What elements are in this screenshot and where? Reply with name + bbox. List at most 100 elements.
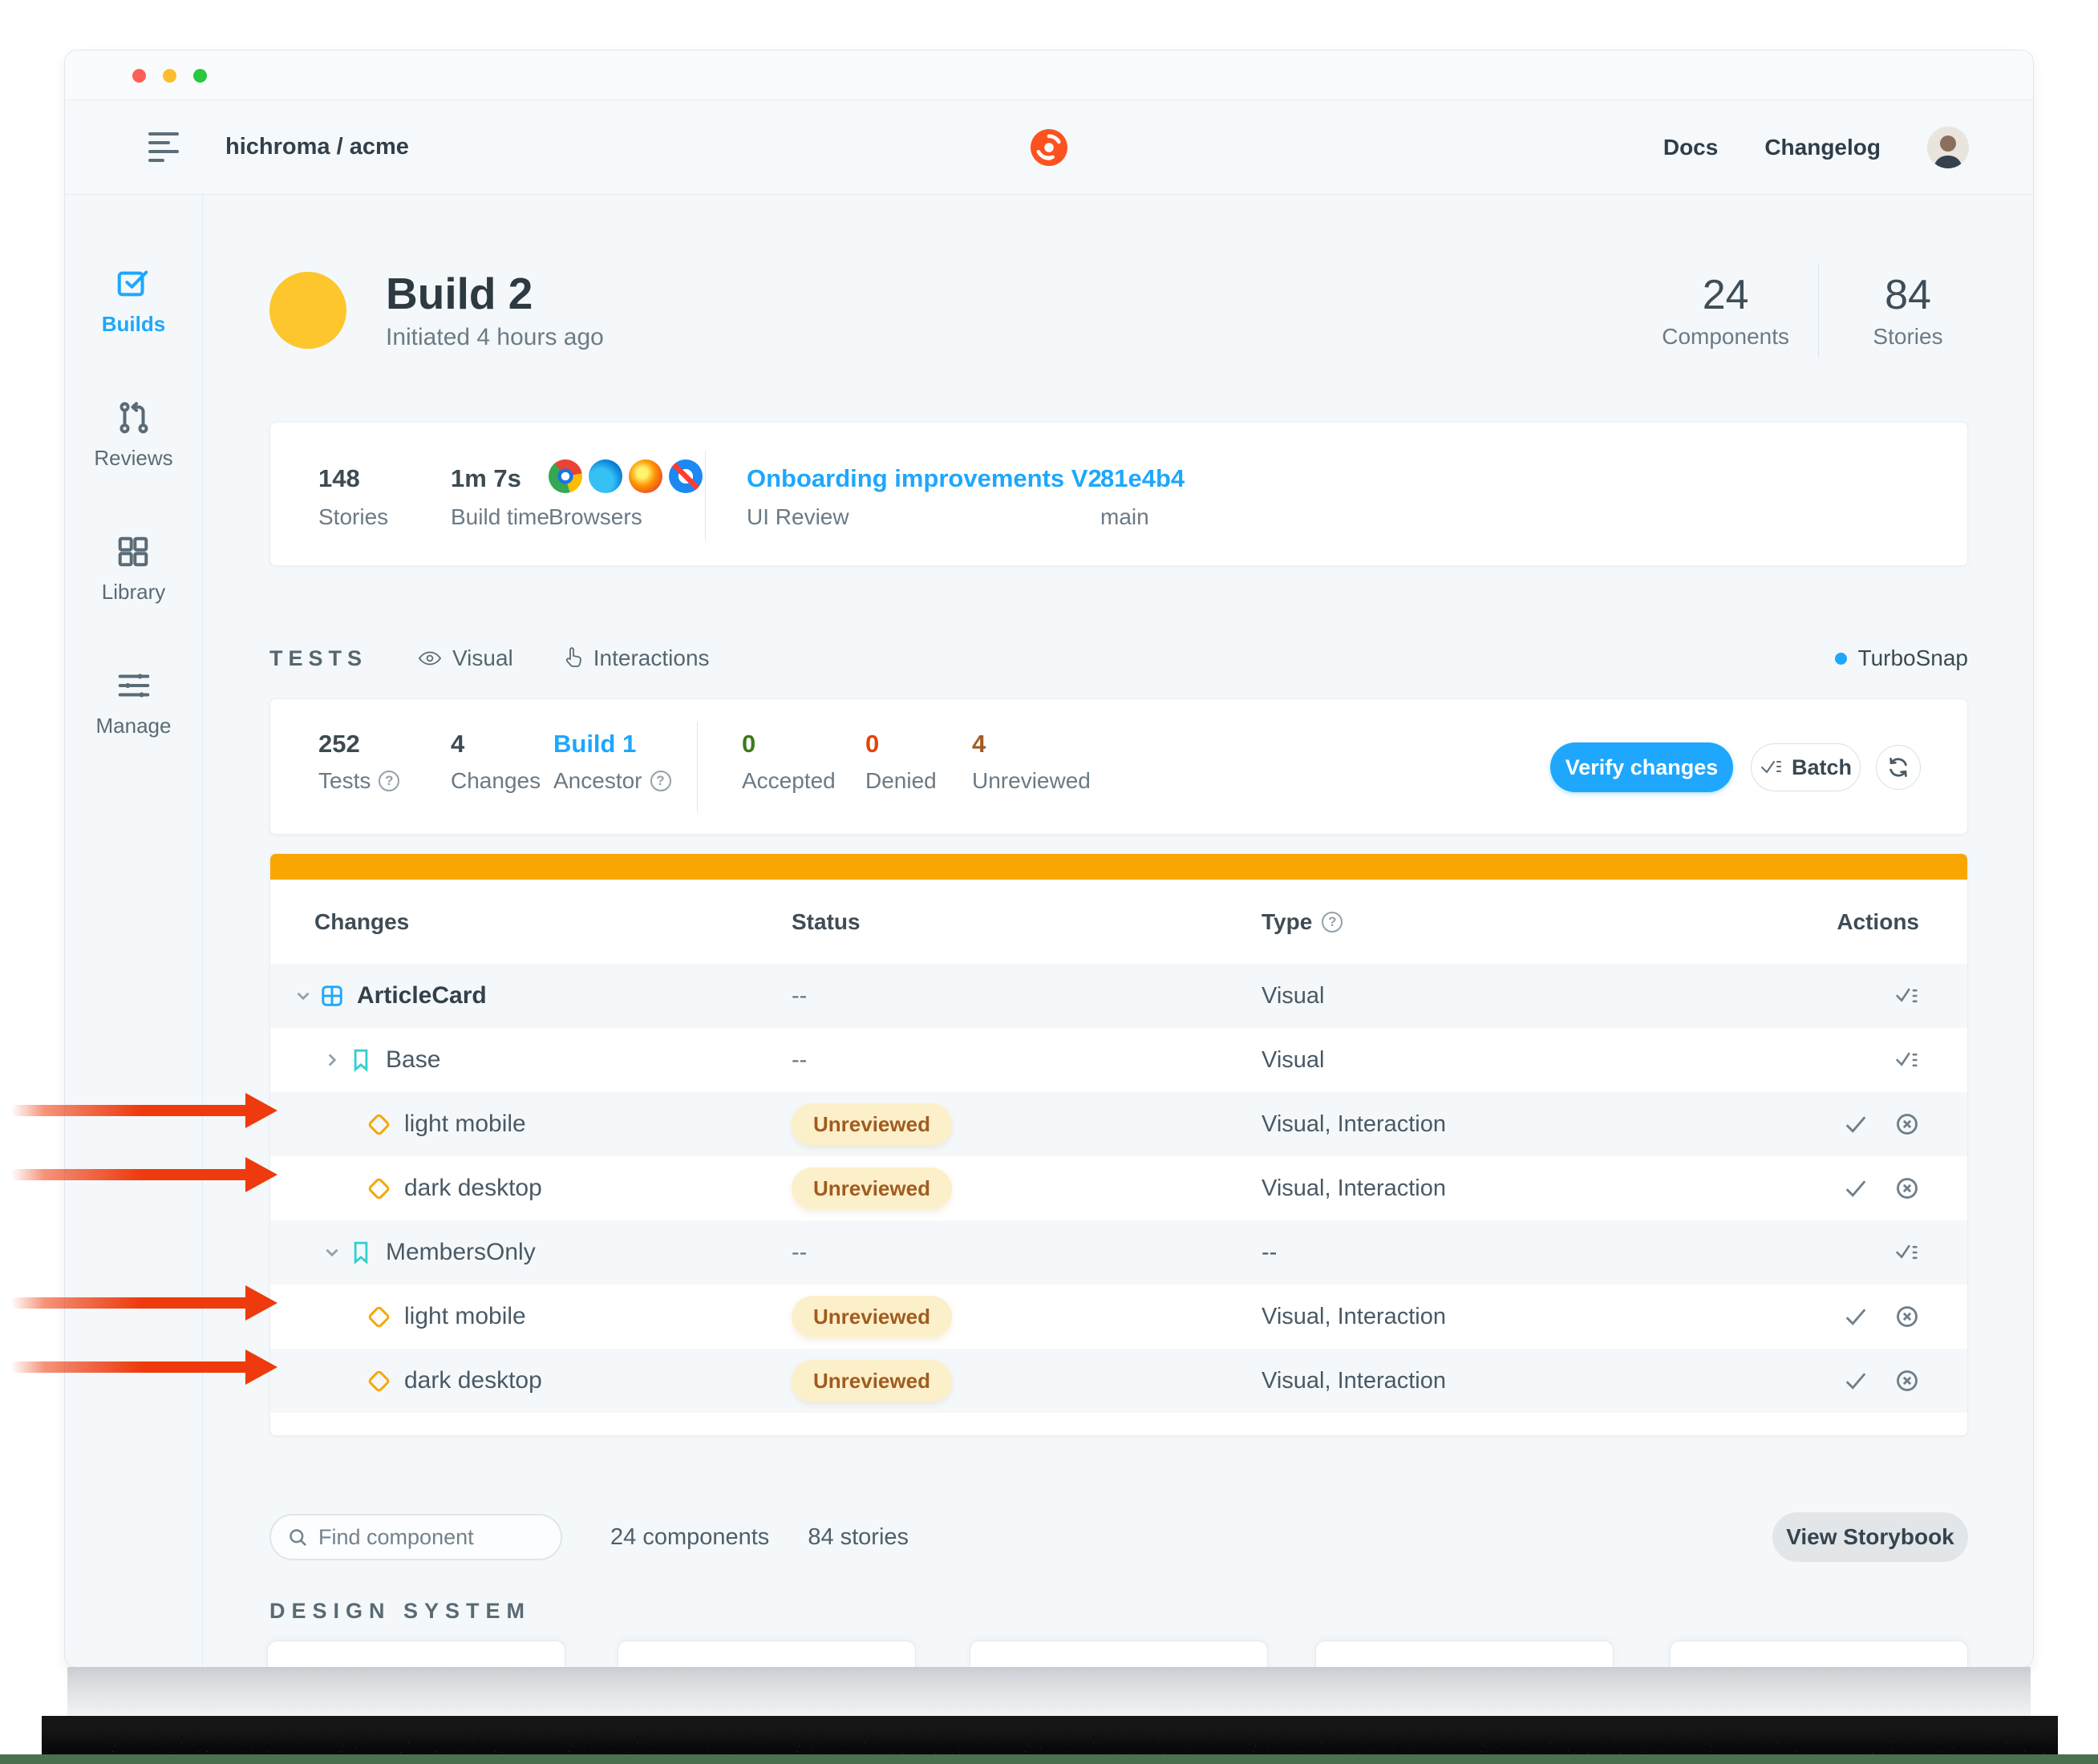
- component-card[interactable]: [970, 1641, 1268, 1667]
- close-window-button[interactable]: [132, 69, 146, 83]
- ancestor-build-link[interactable]: Build 1: [553, 730, 637, 758]
- annotation-arrow: [11, 1093, 277, 1128]
- deny-icon[interactable]: [1893, 1176, 1921, 1200]
- summary-review: Onboarding improvements V2 UI Review: [747, 464, 1102, 529]
- row-actions: [1711, 1112, 1967, 1136]
- filter-visual[interactable]: Visual: [417, 645, 513, 671]
- sidebar-item-builds[interactable]: Builds: [102, 265, 165, 337]
- status-badge: Unreviewed: [792, 1167, 952, 1209]
- row-label: dark desktop: [404, 1175, 542, 1201]
- component-card[interactable]: [1315, 1641, 1614, 1667]
- table-row[interactable]: ArticleCard -- Visual: [270, 964, 1967, 1028]
- review-link[interactable]: Onboarding improvements V2: [747, 464, 1102, 492]
- view-storybook-button[interactable]: View Storybook: [1772, 1512, 1968, 1562]
- help-icon[interactable]: ?: [379, 771, 400, 791]
- stat-accepted: 0 Accepted: [742, 730, 836, 793]
- sidebar: Builds Reviews Library: [65, 195, 203, 1667]
- component-card[interactable]: [1670, 1641, 1968, 1667]
- stat-ancestor: Build 1 Ancestor?: [553, 699, 671, 794]
- table-row[interactable]: dark desktop Unreviewed Visual, Interactio…: [270, 1156, 1967, 1220]
- table-row[interactable]: MembersOnly -- --: [270, 1220, 1967, 1285]
- project-breadcrumb[interactable]: hichroma / acme: [225, 134, 409, 160]
- status-badge: Unreviewed: [792, 1296, 952, 1337]
- accept-icon[interactable]: [1842, 1369, 1869, 1393]
- column-status: Status: [792, 908, 861, 934]
- accept-icon[interactable]: [1842, 1112, 1869, 1136]
- batch-button[interactable]: Batch: [1751, 743, 1861, 791]
- summary-stories: 148 Stories: [318, 464, 389, 529]
- window-shadow: [67, 1667, 2031, 1717]
- help-icon[interactable]: ?: [650, 771, 671, 791]
- table-row[interactable]: Base -- Visual: [270, 1028, 1967, 1092]
- main-content: Build 2 Initiated 4 hours ago 24 Compone…: [203, 195, 2033, 1667]
- app-window: hichroma / acme Docs Changelog: [64, 50, 2034, 1668]
- user-avatar[interactable]: [1927, 126, 1969, 168]
- table-row[interactable]: light mobile Unreviewed Visual, Interactio…: [270, 1092, 1967, 1156]
- column-type: Type?: [1262, 909, 1711, 935]
- menu-icon[interactable]: [148, 132, 180, 162]
- components-count: 24 Components: [1662, 272, 1789, 349]
- sidebar-item-reviews[interactable]: Reviews: [94, 399, 173, 471]
- table-header: Changes Status Type? Actions: [270, 880, 1967, 964]
- search-box: [269, 1514, 562, 1560]
- batch-accept-icon[interactable]: [1893, 1240, 1921, 1264]
- sidebar-item-manage[interactable]: Manage: [96, 667, 171, 738]
- torn-edge-noise: [42, 1716, 2058, 1756]
- accept-icon[interactable]: [1842, 1176, 1869, 1200]
- row-name: MembersOnly: [270, 1239, 792, 1266]
- stories-summary: 84 stories: [808, 1523, 909, 1550]
- row-status: --: [792, 1239, 808, 1265]
- row-type: Visual, Interaction: [1262, 1303, 1446, 1329]
- filter-interactions[interactable]: Interactions: [563, 645, 710, 671]
- commit-link[interactable]: 81e4b4: [1100, 464, 1185, 492]
- chevron-right-icon[interactable]: [322, 1050, 342, 1070]
- row-status: Unreviewed: [792, 1360, 1262, 1402]
- minimize-window-button[interactable]: [163, 69, 176, 83]
- search-input[interactable]: [318, 1524, 543, 1550]
- batch-accept-icon[interactable]: [1893, 984, 1921, 1008]
- help-icon[interactable]: ?: [1322, 911, 1343, 933]
- tests-stats-card: 252 Tests? 4 Changes Build 1 Ancestor? 0: [269, 698, 1968, 835]
- app-header: hichroma / acme Docs Changelog: [65, 100, 2033, 195]
- component-icon: [322, 985, 342, 1006]
- docs-link[interactable]: Docs: [1663, 134, 1719, 160]
- changes-table: Changes Status Type? Actions ArticleCard…: [269, 853, 1968, 1436]
- accept-icon[interactable]: [1842, 1305, 1869, 1329]
- component-card[interactable]: [618, 1641, 916, 1667]
- refresh-button[interactable]: [1876, 745, 1921, 790]
- changelog-link[interactable]: Changelog: [1764, 134, 1881, 160]
- mode-diamond-icon: [367, 1369, 391, 1393]
- deny-icon[interactable]: [1893, 1305, 1921, 1329]
- safari-icon: [669, 459, 703, 493]
- table-row[interactable]: light mobile Unreviewed Visual, Interactio…: [270, 1285, 1967, 1349]
- batch-accept-icon[interactable]: [1893, 1048, 1921, 1072]
- batch-check-icon: [1760, 761, 1781, 774]
- maximize-window-button[interactable]: [193, 69, 207, 83]
- components-summary: 24 components: [610, 1523, 770, 1550]
- sidebar-item-library[interactable]: Library: [102, 533, 165, 605]
- search-icon: [290, 1528, 306, 1546]
- table-row[interactable]: dark desktop Unreviewed Visual, Interactio…: [270, 1349, 1967, 1413]
- row-type: Visual, Interaction: [1262, 1175, 1446, 1201]
- chevron-down-icon[interactable]: [322, 1242, 342, 1263]
- verify-changes-button[interactable]: Verify changes: [1550, 742, 1733, 792]
- turbosnap-indicator[interactable]: TurboSnap: [1834, 645, 1968, 671]
- window-titlebar: [65, 51, 2033, 100]
- deny-icon[interactable]: [1893, 1112, 1921, 1136]
- column-actions: Actions: [1837, 908, 1919, 934]
- stat-changes: 4 Changes: [451, 730, 541, 793]
- mode-diamond-icon: [367, 1176, 391, 1200]
- row-type: Visual: [1262, 982, 1325, 1009]
- row-name: ArticleCard: [270, 982, 792, 1009]
- deny-icon[interactable]: [1893, 1369, 1921, 1393]
- manage-icon: [118, 674, 149, 698]
- row-name: light mobile: [270, 1303, 792, 1330]
- stories-count: 84 Stories: [1873, 272, 1943, 349]
- row-type: Visual: [1262, 1046, 1325, 1073]
- bottom-green-strip: [0, 1754, 2098, 1764]
- chevron-down-icon[interactable]: [293, 985, 314, 1006]
- edge-icon: [589, 459, 622, 493]
- annotation-arrow: [11, 1285, 277, 1321]
- row-actions: [1711, 984, 1967, 1008]
- component-card[interactable]: [267, 1641, 565, 1667]
